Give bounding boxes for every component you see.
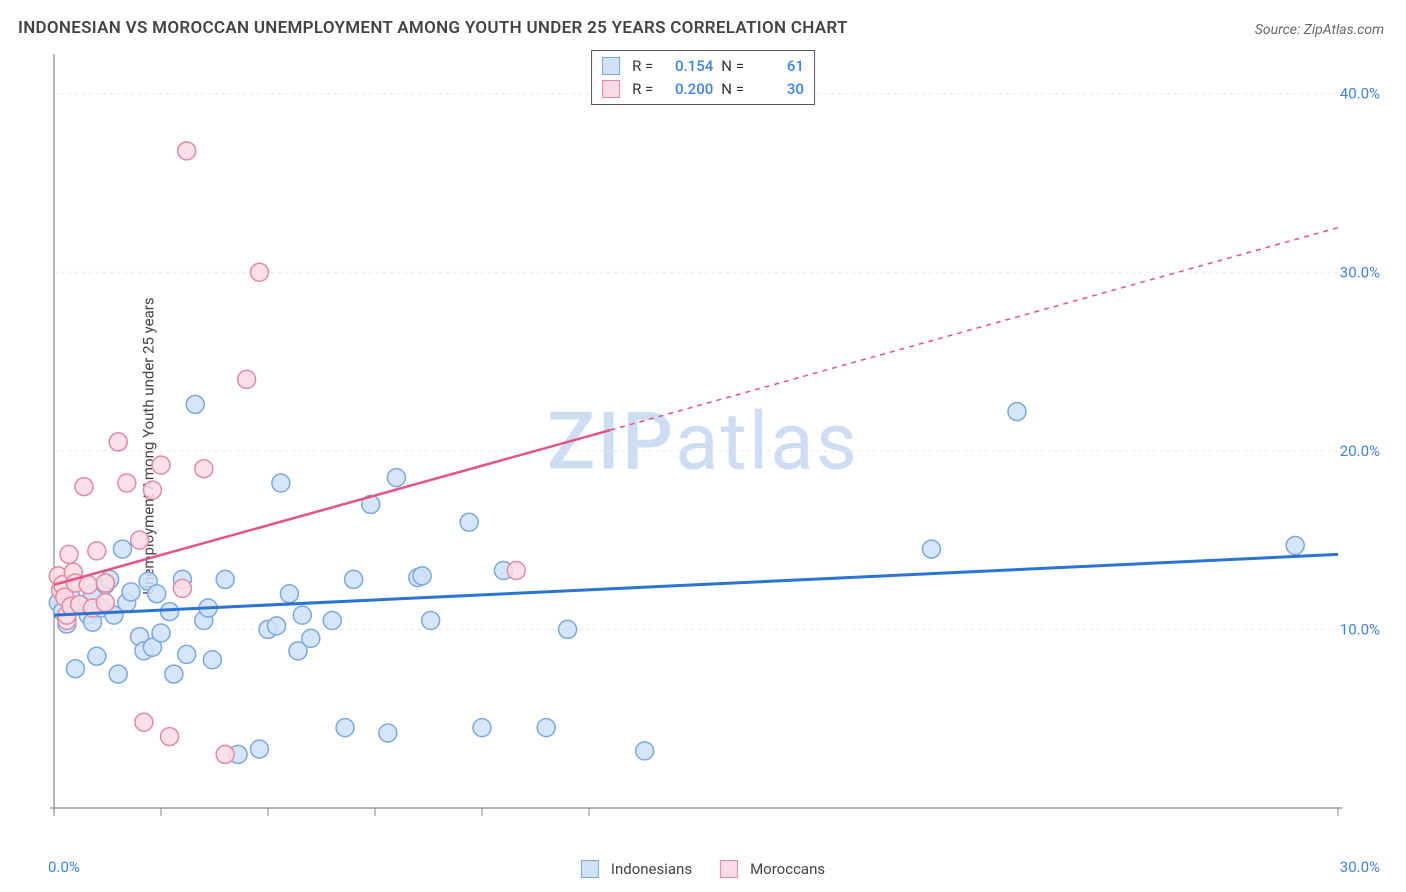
r-label: R = bbox=[632, 78, 653, 101]
chart-source: Source: ZipAtlas.com bbox=[1255, 22, 1384, 38]
chart-plot-area: 10.0% 20.0% 30.0% 40.0% bbox=[48, 48, 1386, 844]
r-label: R = bbox=[632, 55, 653, 78]
legend-stats-row: R = 0.200 N = 30 bbox=[602, 78, 804, 101]
r-value: 0.154 bbox=[661, 55, 713, 78]
legend-swatch bbox=[602, 57, 620, 75]
legend-label: Indonesians bbox=[611, 860, 692, 878]
svg-text:30.0%: 30.0% bbox=[1340, 263, 1380, 281]
r-value: 0.200 bbox=[661, 78, 713, 101]
svg-text:40.0%: 40.0% bbox=[1340, 85, 1380, 103]
n-value: 61 bbox=[752, 55, 804, 78]
chart-title: INDONESIAN VS MOROCCAN UNEMPLOYMENT AMON… bbox=[18, 18, 848, 38]
legend-stats-row: R = 0.154 N = 61 bbox=[602, 55, 804, 78]
legend-series: Indonesians Moroccans bbox=[581, 860, 825, 878]
svg-text:20.0%: 20.0% bbox=[1340, 442, 1380, 460]
x-axis-min-label: 0.0% bbox=[48, 858, 80, 876]
legend-swatch bbox=[602, 80, 620, 98]
n-label: N = bbox=[721, 55, 744, 78]
legend-label: Moroccans bbox=[750, 860, 825, 878]
n-label: N = bbox=[721, 78, 744, 101]
n-value: 30 bbox=[752, 78, 804, 101]
legend-swatch bbox=[720, 860, 738, 878]
scatter-plot-svg: 10.0% 20.0% 30.0% 40.0% bbox=[48, 48, 1386, 844]
legend-item: Moroccans bbox=[720, 860, 825, 878]
svg-text:10.0%: 10.0% bbox=[1340, 620, 1380, 638]
x-axis-max-label: 30.0% bbox=[1340, 858, 1380, 876]
legend-stats: R = 0.154 N = 61 R = 0.200 N = 30 bbox=[591, 50, 815, 105]
legend-swatch bbox=[581, 860, 599, 878]
legend-item: Indonesians bbox=[581, 860, 692, 878]
